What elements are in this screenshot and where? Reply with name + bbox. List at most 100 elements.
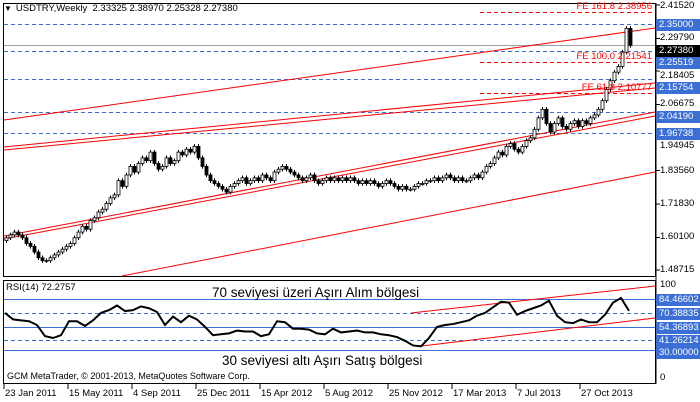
candle — [432, 175, 437, 183]
candle-body — [188, 148, 193, 153]
candle-body — [596, 108, 601, 116]
candle — [296, 172, 301, 181]
candle-body — [356, 180, 361, 184]
candle — [400, 184, 405, 192]
candle — [548, 121, 553, 135]
date-label: 4 Sep 2011 — [133, 388, 181, 399]
candle — [216, 181, 221, 189]
candle-body — [420, 183, 425, 185]
candle-body — [540, 108, 545, 119]
candle-body — [588, 117, 593, 124]
rsi-lower-trendline[interactable] — [421, 317, 656, 347]
candle — [144, 155, 149, 163]
candle — [140, 155, 145, 166]
price-tick-label: 2.29790 — [660, 32, 695, 44]
candle-body — [392, 183, 397, 187]
candle — [52, 252, 57, 261]
candle — [356, 178, 361, 186]
candle-body — [612, 71, 617, 82]
triangle-down-icon[interactable]: ▼ — [4, 4, 12, 13]
candle-body — [592, 114, 597, 119]
candle — [40, 255, 45, 263]
channel-bottom-line[interactable] — [121, 171, 656, 277]
candle — [124, 172, 129, 189]
candle — [156, 161, 161, 172]
candle — [100, 206, 105, 215]
candle-body — [568, 123, 573, 130]
candle — [332, 175, 337, 183]
candle-body — [484, 165, 489, 173]
candle-body — [260, 174, 265, 182]
candle — [108, 195, 113, 206]
candle-body — [532, 128, 537, 139]
candle-body — [336, 177, 341, 182]
rsi-line — [4, 296, 630, 348]
candle-body — [428, 180, 433, 183]
date-label: 23 Jan 2011 — [5, 388, 57, 399]
candle-body — [24, 237, 29, 244]
candle — [304, 175, 309, 183]
candle — [520, 144, 525, 155]
candle — [8, 232, 13, 241]
oversold-note: 30 seviyesi altı Aşırı Satış bölgesi — [222, 353, 423, 368]
candle-body — [416, 183, 421, 187]
candle — [428, 178, 433, 183]
candle — [608, 78, 613, 92]
candle — [364, 178, 369, 186]
candle-body — [360, 180, 365, 184]
channel-low-line-a[interactable] — [3, 111, 656, 237]
candle-body — [304, 177, 309, 182]
candle-body — [352, 177, 357, 182]
candle-body — [20, 234, 25, 239]
candle — [12, 229, 17, 238]
candle — [92, 215, 97, 223]
date-label: 15 May 2011 — [69, 388, 124, 399]
candle — [276, 166, 281, 175]
candle-body — [216, 183, 221, 187]
candle-body — [100, 208, 105, 213]
candle — [624, 26, 629, 55]
candle-body — [120, 180, 125, 187]
candle — [552, 121, 557, 135]
candle-body — [476, 174, 481, 179]
candle — [404, 184, 409, 192]
date-label: 25 Dec 2011 — [197, 388, 251, 399]
candle-body — [108, 197, 113, 204]
candle-body — [264, 174, 269, 179]
candle-body — [316, 180, 321, 184]
candle — [112, 192, 117, 201]
candle — [68, 241, 73, 249]
candle — [584, 118, 589, 126]
candle-body — [284, 165, 289, 170]
channel-mid-line-b[interactable] — [3, 87, 656, 151]
trendlines[interactable] — [3, 27, 656, 347]
candle — [176, 149, 181, 163]
candle — [320, 178, 325, 186]
candle — [128, 164, 133, 178]
candle — [236, 178, 241, 186]
candle — [532, 126, 537, 141]
rsi-tick-label: 100 — [660, 279, 676, 290]
candle-body — [312, 174, 317, 182]
candle-body — [104, 203, 109, 210]
candle — [424, 178, 429, 186]
candle-body — [212, 180, 217, 184]
candle-body — [68, 243, 73, 247]
candle-body — [224, 188, 229, 193]
candle — [36, 249, 41, 261]
candle-body — [472, 174, 477, 179]
rsi-upper-trendline[interactable] — [410, 285, 656, 314]
candle — [248, 178, 253, 186]
price-level-label: 2.35000 — [656, 18, 700, 31]
channel-upper-line[interactable] — [3, 27, 656, 121]
channel-mid-line-a[interactable] — [3, 82, 656, 148]
candle — [188, 146, 193, 155]
candle-body — [256, 177, 261, 182]
candle-body — [4, 237, 9, 242]
candle-body — [28, 243, 33, 247]
candle — [60, 246, 65, 255]
candle-body — [536, 117, 541, 130]
candle-body — [376, 183, 381, 187]
candle — [120, 178, 125, 189]
